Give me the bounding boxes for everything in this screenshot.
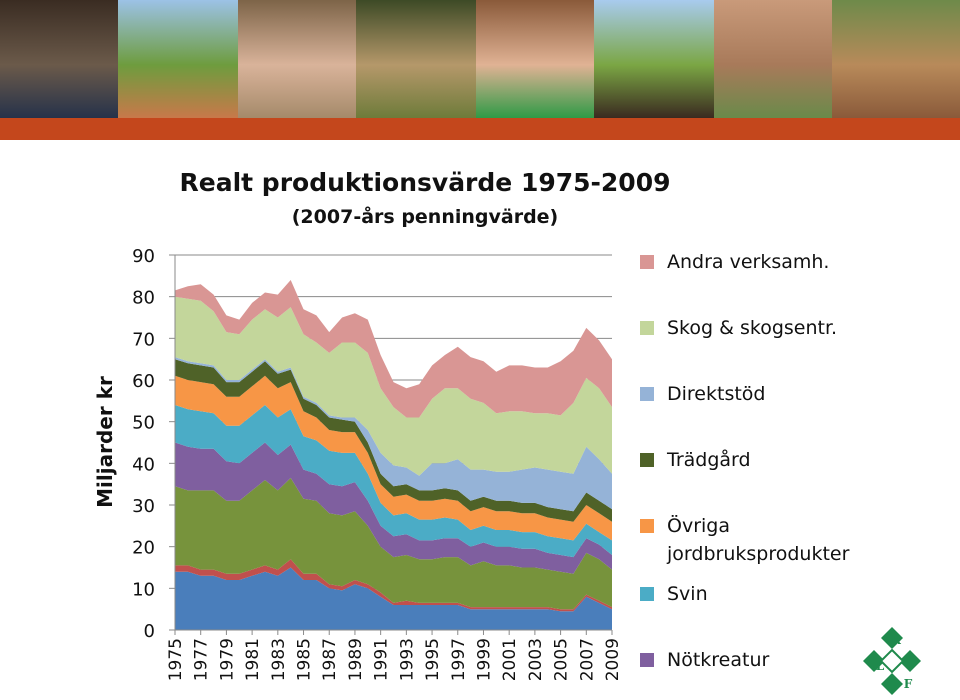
- legend-item: Direktstöd: [640, 380, 765, 408]
- x-tick-label: 1995: [423, 638, 443, 681]
- legend-swatch: [640, 453, 654, 467]
- area-series-nötkreatur: [175, 442, 612, 574]
- area-series-spannmål: [175, 477, 612, 610]
- chart-subtitle: (2007-års penningvärde): [291, 206, 559, 228]
- x-tick-label: 1977: [192, 638, 212, 681]
- x-tick-label: 1981: [243, 638, 263, 681]
- x-tick-label: 1999: [474, 638, 494, 681]
- logs-photo: [832, 0, 960, 118]
- x-tick-label: 1989: [346, 638, 366, 681]
- y-tick-label: 90: [132, 246, 155, 267]
- woman-portrait-photo: [238, 0, 356, 118]
- area-series-skog-skogsentr-: [175, 296, 612, 476]
- legend-swatch: [640, 321, 654, 335]
- legend-swatch: [640, 653, 654, 667]
- area-series-mjölk: [175, 567, 612, 630]
- legend-label: Direktstöd: [667, 383, 766, 405]
- x-tick-label: 2001: [500, 638, 520, 681]
- legend-label: Svin: [667, 583, 708, 605]
- x-tick-label: 2007: [577, 638, 597, 681]
- area-series-direktstöd: [175, 357, 612, 512]
- y-tick-label: 40: [132, 454, 155, 475]
- legend-item: Andra verksamh.: [640, 248, 829, 276]
- x-tick-label: 2003: [526, 638, 546, 681]
- y-tick-label: 10: [132, 579, 155, 600]
- legend-swatch: [640, 519, 654, 533]
- legend-item: Svin: [640, 580, 708, 608]
- x-tick-label: 1993: [397, 638, 417, 681]
- y-tick-label: 70: [132, 329, 155, 350]
- x-tick-label: 2005: [552, 638, 572, 681]
- logo-diamond: [881, 673, 903, 695]
- cows-photo: [118, 0, 238, 118]
- potatoes-photo: [356, 0, 476, 118]
- horses-photo: [594, 0, 714, 118]
- logo-letter: L: [876, 659, 885, 673]
- y-tick-label: 60: [132, 371, 155, 392]
- logo-letter: R: [891, 633, 902, 647]
- photo-banner: [0, 0, 960, 118]
- logo-diamond: [881, 627, 903, 649]
- man-portrait-photo: [714, 0, 832, 118]
- logo-diamond: [863, 650, 885, 672]
- area-series-trädgård: [175, 359, 612, 522]
- x-tick-label: 2009: [603, 638, 623, 681]
- legend-label: Trädgård: [667, 449, 751, 471]
- legend-label: Nötkreatur: [667, 649, 770, 671]
- legend-swatch: [640, 587, 654, 601]
- area-series-svin: [175, 405, 612, 558]
- lrf-logo: LR F: [863, 627, 921, 695]
- logo-letter: F: [904, 677, 913, 691]
- logo-diamond: [899, 650, 921, 672]
- legend-swatch: [640, 255, 654, 269]
- legend-label: Andra verksamh.: [667, 251, 830, 273]
- logo-center: [879, 648, 905, 674]
- x-tick-label: 1991: [372, 638, 392, 681]
- legend-label: Övriga jordbruksprodukter: [667, 515, 850, 565]
- x-tick-label: 1985: [295, 638, 315, 681]
- x-tick-label: 1997: [449, 638, 469, 681]
- y-tick-label: 0: [144, 621, 155, 642]
- x-tick-label: 1979: [217, 638, 237, 681]
- chart-title: Realt produktionsvärde 1975-2009: [179, 168, 671, 197]
- y-tick-label: 20: [132, 538, 155, 559]
- legend-item: Skog & skogsentr.: [640, 314, 837, 342]
- banner-accent-band: [0, 118, 960, 140]
- young-people-photo: [476, 0, 594, 118]
- y-tick-label: 80: [132, 288, 155, 309]
- legend-item: Nötkreatur: [640, 646, 769, 674]
- x-tick-label: 1987: [320, 638, 340, 681]
- x-tick-label: 1975: [166, 638, 186, 681]
- y-tick-label: 30: [132, 496, 155, 517]
- x-tick-label: 1983: [269, 638, 289, 681]
- area-series-övriga-jordbruksprodukter: [175, 375, 612, 541]
- legend-item: Trädgård: [640, 446, 751, 474]
- y-axis-label: Miljarder kr: [93, 376, 117, 508]
- farmers-photo: [0, 0, 118, 118]
- area-series-andra-verksamh-: [175, 280, 612, 418]
- legend-label: Skog & skogsentr.: [667, 317, 838, 339]
- legend-swatch: [640, 387, 654, 401]
- legend-item: Övriga jordbruksprodukter: [640, 512, 849, 568]
- y-tick-label: 50: [132, 413, 155, 434]
